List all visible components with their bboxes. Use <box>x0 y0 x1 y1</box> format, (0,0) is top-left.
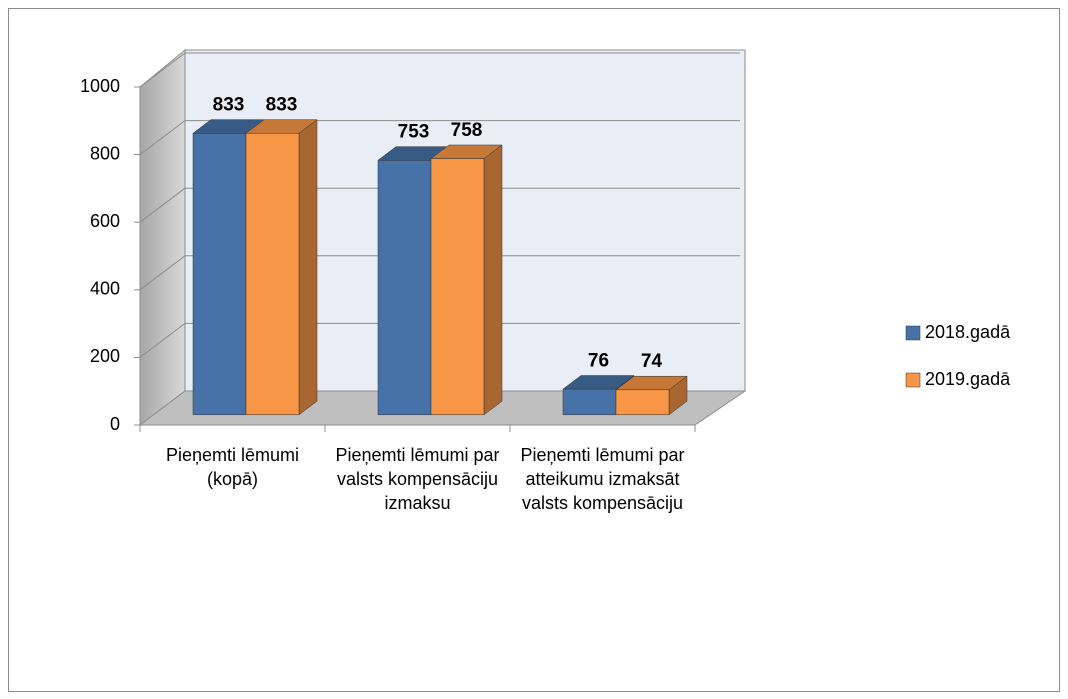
legend-swatch <box>905 372 921 388</box>
grid-line <box>139 187 186 223</box>
data-label: 833 <box>266 95 298 116</box>
legend-label: 2019.gadā <box>925 369 1011 389</box>
data-label: 833 <box>213 95 245 116</box>
grid-line <box>139 120 186 155</box>
bar <box>430 158 485 416</box>
y-tick-label: 400 <box>90 279 120 299</box>
x-tick-label: Pieņemti lēmumi par valsts kompensāciju … <box>335 445 500 513</box>
bar-side <box>483 144 503 416</box>
bar <box>192 132 247 416</box>
data-label: 74 <box>641 351 663 372</box>
y-tick-label: 200 <box>90 346 120 366</box>
bar <box>377 160 432 416</box>
data-label: 758 <box>451 120 483 141</box>
bar-side <box>298 119 318 416</box>
data-label: 753 <box>398 122 430 143</box>
legend-swatch <box>905 325 921 341</box>
grid-line <box>139 255 186 291</box>
data-label: 76 <box>588 351 609 372</box>
left-wall <box>139 48 186 427</box>
y-tick-label: 600 <box>90 211 120 231</box>
y-tick-label: 1000 <box>80 76 120 96</box>
bar <box>245 132 300 416</box>
legend-label: 2018.gadā <box>925 322 1011 342</box>
y-tick-label: 800 <box>90 143 120 163</box>
grid-line <box>139 52 186 88</box>
grid-line <box>139 323 186 358</box>
bar <box>562 388 617 416</box>
x-tick-label: Pieņemti lēmumi (kopā) <box>165 445 300 489</box>
bar <box>615 389 670 416</box>
x-tick-label: Pieņemti lēmumi par atteikumu izmaksāt v… <box>520 445 685 513</box>
y-tick-label: 0 <box>110 414 120 434</box>
